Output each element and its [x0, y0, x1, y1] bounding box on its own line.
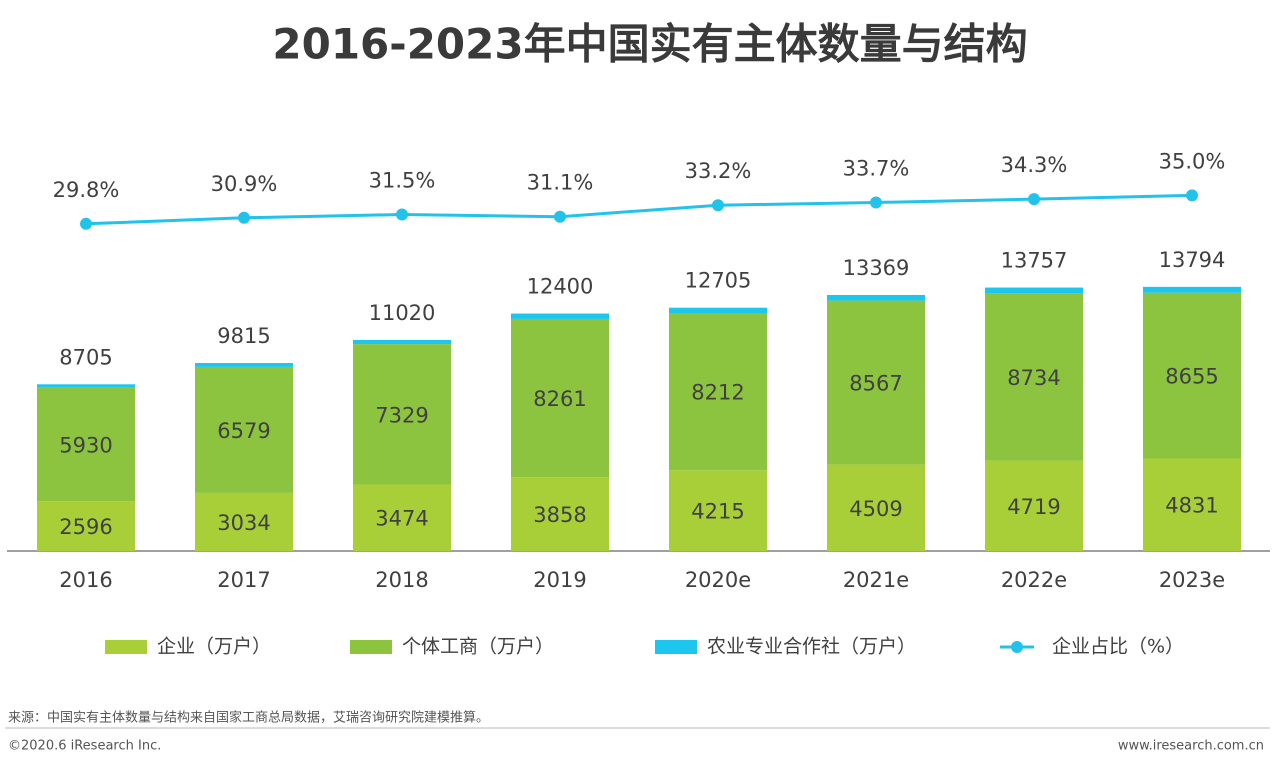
value-label: 4509: [849, 497, 902, 521]
line-value-label: 30.9%: [211, 172, 278, 196]
copyright: ©2020.6 iResearch Inc.: [8, 739, 161, 754]
total-label: 13757: [1001, 249, 1068, 273]
bar-segment: [195, 366, 293, 493]
x-tick-label: 2023e: [1159, 568, 1225, 592]
x-tick-label: 2022e: [1001, 568, 1067, 592]
bar-segment: [985, 460, 1083, 551]
legend-label: 农业专业合作社（万户）: [707, 636, 916, 658]
value-label: 8567: [849, 372, 902, 396]
value-label: 7329: [375, 403, 428, 427]
x-tick-label: 2021e: [843, 568, 909, 592]
x-tick-label: 2018: [375, 568, 428, 592]
line-point: [238, 211, 250, 224]
value-label: 3474: [375, 507, 428, 531]
line-point: [554, 210, 566, 223]
legend-label: 企业占比（%）: [1052, 636, 1184, 658]
line-point: [870, 196, 882, 209]
bar-segment: [195, 492, 293, 551]
line-value-label: 35.0%: [1159, 149, 1226, 173]
total-label: 8705: [59, 345, 112, 369]
value-label: 5930: [59, 434, 112, 458]
bar-segment: [195, 363, 293, 367]
x-tick-label: 2016: [59, 568, 112, 592]
value-label: 4215: [691, 500, 744, 524]
chart-title: 2016-2023年中国实有主体数量与结构: [272, 20, 1027, 69]
total-label: 12705: [685, 269, 752, 293]
line-point: [396, 208, 408, 221]
line-value-label: 29.8%: [53, 178, 120, 202]
bar-segment: [827, 294, 925, 301]
bar-segment: [353, 339, 451, 345]
bar-segment: [511, 318, 609, 478]
line-value-label: 31.5%: [369, 169, 436, 193]
bar-segment: [827, 300, 925, 465]
x-tick-label: 2020e: [685, 568, 751, 592]
bar-segment: [669, 470, 767, 551]
total-label: 13369: [843, 256, 910, 280]
value-label: 8261: [533, 387, 586, 411]
bar-segment: [37, 501, 135, 551]
value-label: 3034: [217, 511, 270, 535]
bar-segment: [669, 307, 767, 314]
bar-segment: [37, 384, 135, 388]
value-label: 2596: [59, 515, 112, 539]
line-value-label: 31.1%: [527, 171, 594, 195]
bar-segment: [353, 344, 451, 485]
bar-segment: [353, 484, 451, 551]
total-label: 13794: [1159, 248, 1226, 272]
total-label: 11020: [369, 301, 436, 325]
bar-segment: [1143, 458, 1241, 551]
legend-swatch: [655, 640, 697, 654]
x-tick-label: 2017: [217, 568, 270, 592]
bar-segment: [511, 313, 609, 319]
bar-segment: [1143, 286, 1241, 293]
value-label: 4831: [1165, 494, 1218, 518]
line-value-label: 33.7%: [843, 156, 910, 180]
line-point: [712, 199, 724, 212]
line: [85, 193, 1193, 226]
value-label: 3858: [533, 503, 586, 527]
legend-label: 个体工商（万户）: [402, 636, 554, 658]
value-label: 8655: [1165, 365, 1218, 389]
bar-segment: [985, 293, 1083, 461]
legend-marker: [1011, 641, 1023, 653]
bar-segment: [1143, 292, 1241, 459]
bar-segment: [985, 287, 1083, 294]
bar-segment: [827, 464, 925, 551]
line-point: [80, 217, 92, 230]
value-label: 6579: [217, 419, 270, 443]
bar-segment: [37, 387, 135, 502]
total-label: 12400: [527, 275, 594, 299]
bar-segment: [511, 477, 609, 551]
value-label: 4719: [1007, 495, 1060, 519]
line-value-label: 34.3%: [1001, 153, 1068, 177]
line-point: [1028, 193, 1040, 206]
legend-label: 企业（万户）: [157, 636, 271, 658]
website: www.iresearch.com.cn: [1118, 739, 1264, 754]
legend-swatch: [350, 640, 392, 654]
bar-segment: [669, 313, 767, 471]
x-tick-label: 2019: [533, 568, 586, 592]
total-label: 9815: [217, 324, 270, 348]
line-point: [1186, 189, 1198, 202]
legend-swatch: [105, 640, 147, 654]
value-label: 8212: [691, 381, 744, 405]
source-note: 来源：中国实有主体数量与结构来自国家工商总局数据，艾瑞咨询研究院建模推算。: [8, 710, 489, 726]
line-value-label: 33.2%: [685, 159, 752, 183]
value-label: 8734: [1007, 366, 1060, 390]
